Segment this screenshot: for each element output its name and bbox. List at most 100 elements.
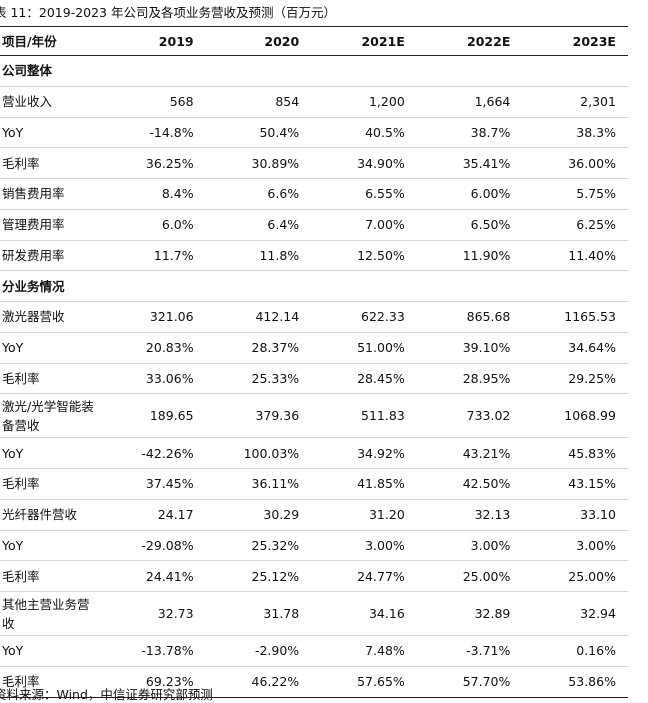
table-row: YoY -29.08% 25.32% 3.00% 3.00% 3.00% (0, 531, 628, 562)
table-row: YoY -14.8% 50.4% 40.5% 38.7% 38.3% (0, 118, 628, 149)
value-cell: 31.78 (263, 606, 300, 621)
value-cell: 568 (169, 94, 194, 110)
value-cell: 34.90% (357, 155, 405, 171)
value-cell: 25.00% (568, 568, 616, 584)
value-cell: 7.48% (365, 643, 405, 659)
revenue-forecast-table: 项目/年份 2019 2020 2021E 2022E 2023E 公司整体营业… (0, 26, 628, 698)
value-cell: 57.70% (462, 674, 511, 690)
value-cell: 24.41% (145, 568, 194, 584)
value-cell: 57.65% (357, 674, 405, 690)
section-title: 公司整体 (2, 63, 53, 79)
value-cell: 6.6% (267, 186, 300, 202)
value-cell: -42.26% (141, 445, 194, 461)
value-cell: 32.13 (474, 507, 511, 523)
value-cell: 12.50% (357, 247, 405, 263)
value-cell: 30.89% (251, 155, 300, 171)
value-cell: 34.64% (568, 340, 616, 356)
table-row: 毛利率 36.25% 30.89% 34.90% 35.41% 36.00% (0, 148, 628, 179)
section-title: 分业务情况 (2, 278, 65, 294)
row-label: YoY (2, 124, 24, 140)
value-cell: -14.8% (149, 124, 194, 140)
table-row: 毛利率 24.41% 25.12% 24.77% 25.00% 25.00% (0, 561, 628, 592)
table-row: YoY -13.78% -2.90% 7.48% -3.71% 0.16% (0, 636, 628, 667)
row-label: 其他主营业务营收 (2, 596, 90, 631)
value-cell: 622.33 (361, 309, 405, 325)
value-cell: 28.95% (462, 370, 511, 386)
value-cell: 11.7% (153, 247, 194, 263)
value-cell: 30.29 (263, 507, 300, 523)
value-cell: -3.71% (466, 643, 511, 659)
value-cell: 28.37% (251, 340, 300, 356)
value-cell: 39.10% (462, 340, 511, 356)
header-cell: 2020 (264, 33, 300, 49)
value-cell: 733.02 (466, 408, 511, 424)
table-row: 激光/光学智能装备营收 189.65 379.36 511.83 733.02 1068.… (0, 394, 628, 439)
value-cell: 53.86% (568, 674, 616, 690)
value-cell: 8.4% (161, 186, 194, 202)
value-cell: 50.4% (259, 124, 300, 140)
value-cell: 34.92% (357, 445, 405, 461)
value-cell: 2,301 (580, 94, 616, 110)
value-cell: 11.40% (568, 247, 616, 263)
row-label: 光纤器件营收 (2, 507, 78, 523)
value-cell: 20.83% (145, 340, 194, 356)
value-cell: 41.85% (357, 476, 405, 492)
value-cell: -2.90% (254, 643, 300, 659)
value-cell: 0.16% (576, 643, 616, 659)
row-label: 毛利率 (2, 674, 40, 690)
value-cell: 11.8% (259, 247, 300, 263)
value-cell: 1068.99 (564, 408, 616, 424)
value-cell: 45.83% (568, 445, 616, 461)
value-cell: 35.41% (462, 155, 511, 171)
value-cell: 37.45% (145, 476, 194, 492)
section-header-row: 公司整体 (0, 56, 628, 87)
value-cell: 6.0% (161, 217, 194, 233)
value-cell: 189.65 (149, 408, 194, 424)
value-cell: 11.90% (462, 247, 511, 263)
value-cell: 412.14 (255, 309, 300, 325)
value-cell: 42.50% (462, 476, 511, 492)
table-header-row: 项目/年份 2019 2020 2021E 2022E 2023E (0, 27, 628, 56)
value-cell: 28.45% (357, 370, 405, 386)
header-cell: 2019 (158, 33, 194, 49)
section-header-row: 分业务情况 (0, 271, 628, 302)
value-cell: 43.21% (462, 445, 511, 461)
value-cell: 6.50% (470, 217, 511, 233)
value-cell: 6.4% (267, 217, 300, 233)
value-cell: 38.3% (576, 124, 616, 140)
value-cell: 321.06 (149, 309, 194, 325)
value-cell: 25.32% (251, 537, 300, 553)
value-cell: 51.00% (357, 340, 405, 356)
value-cell: 38.7% (470, 124, 511, 140)
row-label: 激光器营收 (2, 309, 65, 325)
table-row: 毛利率 37.45% 36.11% 41.85% 42.50% 43.15% (0, 469, 628, 500)
table-row: 销售费用率 8.4% 6.6% 6.55% 6.00% 5.75% (0, 179, 628, 210)
value-cell: 32.89 (474, 606, 511, 621)
value-cell: 25.33% (251, 370, 300, 386)
value-cell: 854 (275, 94, 300, 110)
value-cell: 6.55% (365, 186, 405, 202)
table-row: YoY 20.83% 28.37% 51.00% 39.10% 34.64% (0, 333, 628, 364)
row-label: 管理费用率 (2, 217, 65, 233)
value-cell: 25.12% (251, 568, 300, 584)
table-row: 毛利率 69.23% 46.22% 57.65% 57.70% 53.86% (0, 667, 628, 698)
table-body: 公司整体 营业收入 568 854 1,200 1,664 2,301 YoY -14.8% 50… (0, 56, 628, 698)
row-label: 营业收入 (2, 94, 53, 110)
header-cell: 2022E (467, 33, 511, 49)
value-cell: -13.78% (141, 643, 194, 659)
table-row: 研发费用率 11.7% 11.8% 12.50% 11.90% 11.40% (0, 241, 628, 272)
value-cell: 33.10 (580, 507, 616, 523)
value-cell: 1165.53 (564, 309, 616, 325)
header-cell: 2023E (572, 33, 616, 49)
value-cell: 1,664 (474, 94, 511, 110)
table-row: 营业收入 568 854 1,200 1,664 2,301 (0, 87, 628, 118)
header-cell: 项目/年份 (2, 33, 57, 49)
value-cell: 3.00% (576, 537, 616, 553)
value-cell: 43.15% (568, 476, 616, 492)
table-row: 光纤器件营收 24.17 30.29 31.20 32.13 33.10 (0, 500, 628, 531)
value-cell: 69.23% (145, 674, 194, 690)
value-cell: 33.06% (145, 370, 194, 386)
table-row: 毛利率 33.06% 25.33% 28.45% 28.95% 29.25% (0, 364, 628, 395)
row-label: YoY (2, 643, 24, 659)
value-cell: -29.08% (141, 537, 194, 553)
